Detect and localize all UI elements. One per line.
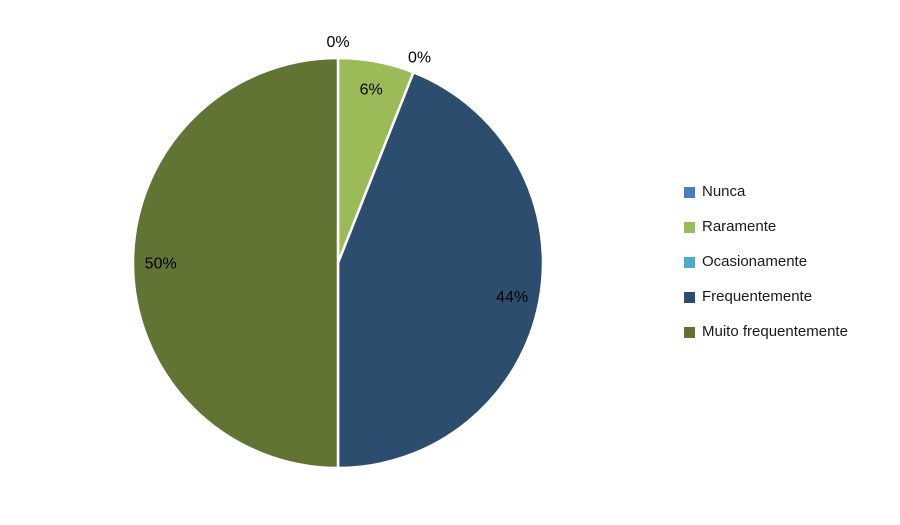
pie-slice-muito-frequentemente bbox=[131, 56, 340, 470]
legend-item: Nunca bbox=[684, 181, 848, 203]
legend-swatch bbox=[684, 326, 695, 338]
legend-item: Ocasionamente bbox=[684, 251, 848, 273]
legend-label: Raramente bbox=[702, 218, 777, 235]
legend-item: Frequentemente bbox=[684, 286, 848, 308]
legend-label: Muito frequentemente bbox=[702, 323, 848, 340]
legend-swatch bbox=[684, 186, 695, 198]
legend-label: Ocasionamente bbox=[702, 253, 808, 270]
data-label-nunca: 0% bbox=[326, 34, 349, 51]
chart-legend: Nunca Raramente Ocasionamente Frequentement… bbox=[684, 181, 848, 343]
legend-label: Frequentemente bbox=[702, 288, 813, 305]
legend-item: Muito frequentemente bbox=[684, 321, 848, 343]
legend-swatch bbox=[684, 291, 695, 303]
data-label-frequentemente: 44% bbox=[496, 289, 528, 306]
legend-item: Raramente bbox=[684, 216, 848, 238]
legend-swatch bbox=[684, 221, 695, 233]
legend-label: Nunca bbox=[702, 183, 746, 200]
legend-swatch bbox=[684, 256, 695, 268]
data-label-ocasionamente: 0% bbox=[408, 50, 431, 67]
data-label-muito-frequentemente: 50% bbox=[145, 256, 177, 273]
pie-slice-frequentemente bbox=[336, 71, 545, 470]
data-label-raramente: 6% bbox=[360, 81, 383, 98]
